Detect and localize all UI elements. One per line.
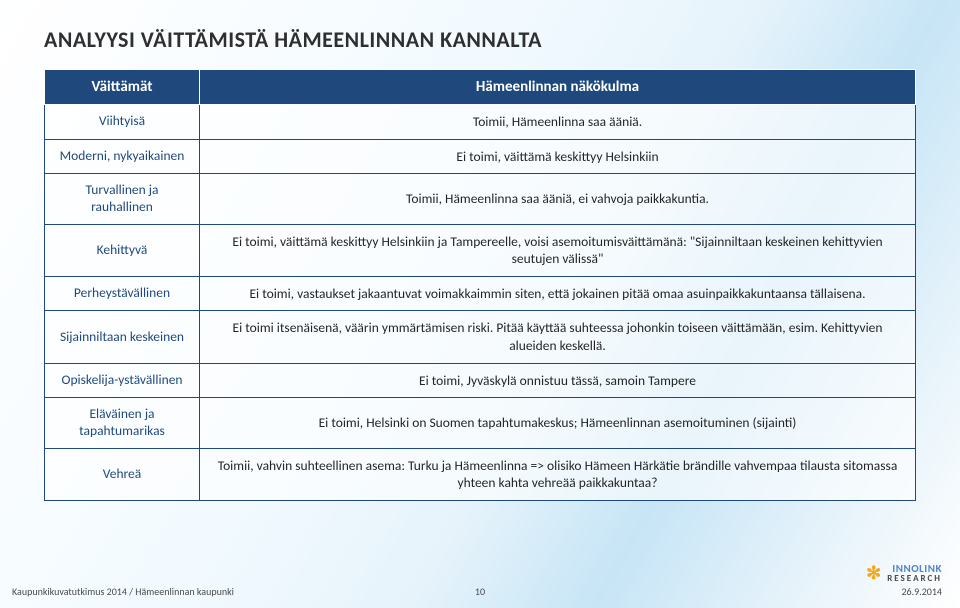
table-row: Turvallinen ja rauhallinen Toimii, Hämee… — [45, 174, 916, 225]
row-value: Ei toimi, Helsinki on Suomen tapahtumake… — [200, 398, 916, 449]
col-header-perspective: Hämeenlinnan näkökulma — [200, 70, 916, 105]
row-label: Vehreä — [45, 448, 200, 500]
page-number: 10 — [475, 585, 485, 598]
row-value: Toimii, Hämeenlinna saa ääniä. — [200, 105, 916, 140]
table-row: Kehittyvä Ei toimi, väittämä keskittyy H… — [45, 224, 916, 276]
footer: Kaupunkikuvatutkimus 2014 / Hämeenlinnan… — [0, 563, 960, 598]
row-value: Toimii, vahvin suhteellinen asema: Turku… — [200, 448, 916, 500]
row-value: Ei toimi, vastaukset jakaantuvat voimakk… — [200, 276, 916, 311]
table-row: Vehreä Toimii, vahvin suhteellinen asema… — [45, 448, 916, 500]
table-row: Viihtyisä Toimii, Hämeenlinna saa ääniä. — [45, 105, 916, 140]
row-value: Toimii, Hämeenlinna saa ääniä, ei vahvoj… — [200, 174, 916, 225]
logo-icon: ✻ — [866, 564, 881, 582]
logo: ✻ INNOLINK RESEARCH — [866, 563, 942, 583]
row-value: Ei toimi itsenäisenä, väärin ymmärtämise… — [200, 311, 916, 363]
page-title: ANALYYSI VÄITTÄMISTÄ HÄMEENLINNAN KANNAL… — [44, 26, 916, 53]
footer-source: Kaupunkikuvatutkimus 2014 / Hämeenlinnan… — [12, 585, 234, 598]
row-label: Perheystävällinen — [45, 276, 200, 311]
table-row: Moderni, nykyaikainen Ei toimi, väittämä… — [45, 139, 916, 174]
table-row: Sijainniltaan keskeinen Ei toimi itsenäi… — [45, 311, 916, 363]
row-label: Viihtyisä — [45, 105, 200, 140]
table-row: Perheystävällinen Ei toimi, vastaukset j… — [45, 276, 916, 311]
row-label: Eläväinen ja tapahtumarikas — [45, 398, 200, 449]
row-value: Ei toimi, Jyväskylä onnistuu tässä, samo… — [200, 363, 916, 398]
col-header-claims: Väittämät — [45, 70, 200, 105]
table-row: Opiskelija-ystävällinen Ei toimi, Jyväsk… — [45, 363, 916, 398]
row-label: Sijainniltaan keskeinen — [45, 311, 200, 363]
footer-date: 26.9.2014 — [866, 585, 942, 598]
row-label: Moderni, nykyaikainen — [45, 139, 200, 174]
analysis-table: Väittämät Hämeenlinnan näkökulma Viihtyi… — [44, 69, 916, 501]
row-label: Turvallinen ja rauhallinen — [45, 174, 200, 225]
row-label: Kehittyvä — [45, 224, 200, 276]
table-row: Eläväinen ja tapahtumarikas Ei toimi, He… — [45, 398, 916, 449]
logo-line2: RESEARCH — [887, 574, 942, 583]
row-label: Opiskelija-ystävällinen — [45, 363, 200, 398]
row-value: Ei toimi, väittämä keskittyy Helsinkiin … — [200, 224, 916, 276]
row-value: Ei toimi, väittämä keskittyy Helsinkiin — [200, 139, 916, 174]
